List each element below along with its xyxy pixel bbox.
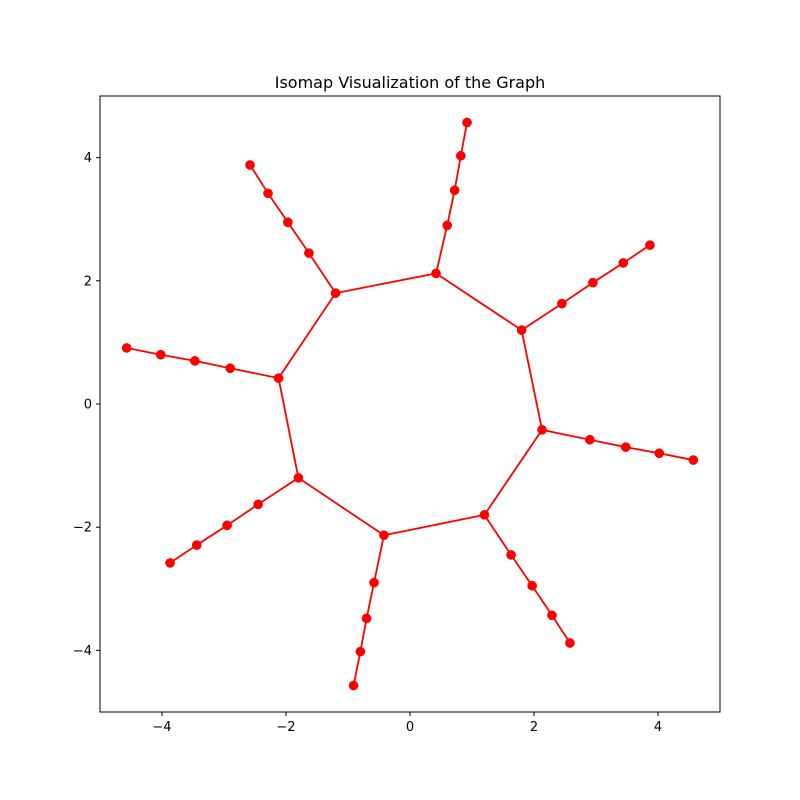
graph-node [645, 240, 655, 250]
graph-edge [520, 329, 543, 431]
x-tick-label: 4 [654, 720, 662, 735]
graph-edge [335, 272, 437, 295]
y-axis: −4 −2 0 2 4 [73, 151, 100, 659]
graph-edge [267, 192, 289, 223]
graph-edge [659, 452, 694, 461]
graph-edge [160, 353, 196, 362]
x-tick-label: 0 [406, 720, 414, 735]
graph-edge [196, 524, 228, 546]
graph-edge [308, 252, 337, 294]
graph-node [565, 638, 575, 648]
graph-edge [435, 225, 449, 274]
graph-edge [230, 367, 279, 380]
graph-node [348, 680, 359, 691]
graph-node [283, 217, 293, 228]
graph-edge [531, 585, 553, 616]
graph-edge [622, 244, 651, 264]
graph-edge [521, 302, 563, 331]
graph-edge [446, 190, 456, 226]
graph-node [361, 613, 372, 624]
graph-node [479, 510, 490, 520]
graph-node [557, 298, 567, 309]
graph-node [654, 448, 665, 459]
graph-edge [126, 347, 161, 356]
graph-edge [277, 377, 300, 479]
graph-node [293, 473, 304, 483]
graph-node [191, 540, 202, 550]
graph-edge [257, 477, 299, 506]
graph-node [516, 325, 527, 335]
chart-title: Isomap Visualization of the Graph [275, 73, 546, 92]
y-tick-label: 4 [84, 151, 92, 166]
graph-edge [625, 446, 660, 455]
graph-node [263, 188, 273, 199]
x-tick-label: −4 [152, 720, 171, 735]
graph-node [462, 117, 472, 128]
graph-node [355, 646, 366, 657]
graph-edge [297, 477, 385, 536]
graph-edges [126, 122, 694, 686]
graph-node [527, 580, 537, 591]
graph-node [688, 455, 699, 465]
graph-edge [277, 292, 337, 379]
x-tick-label: 2 [530, 720, 538, 735]
x-axis: −4 −2 0 2 4 [152, 712, 662, 735]
graph-node [253, 499, 263, 510]
graph-node [620, 442, 631, 452]
graph-nodes [121, 117, 699, 691]
graph-edge [194, 359, 231, 370]
graph-edge [592, 262, 624, 284]
x-tick-label: −2 [276, 720, 295, 735]
graph-edge [383, 513, 485, 537]
y-tick-label: 2 [84, 274, 92, 289]
graph-node [379, 530, 389, 541]
graph-node [225, 363, 236, 374]
graph-edge [453, 155, 462, 191]
graph-node [330, 288, 341, 298]
graph-node [222, 520, 232, 531]
graph-node [442, 220, 453, 231]
graph-edge [352, 651, 362, 686]
graph-edge [483, 514, 512, 556]
graph-node [155, 349, 166, 360]
graph-edge [589, 438, 626, 449]
graph-node [165, 558, 175, 568]
graph-node [537, 425, 547, 435]
graph-edge [561, 281, 594, 305]
graph-node [588, 277, 598, 288]
y-tick-label: −2 [73, 521, 92, 536]
graph-node [273, 373, 284, 383]
graph-node [618, 258, 629, 268]
graph-node [455, 150, 466, 161]
graph-node [190, 356, 200, 366]
graph-edge [249, 164, 269, 194]
y-tick-label: 0 [84, 398, 92, 413]
graph-edge [373, 535, 385, 583]
graph-edge [169, 544, 198, 564]
y-tick-label: −4 [73, 644, 92, 659]
plot-area [121, 117, 699, 691]
graph-node [449, 185, 460, 196]
graph-node [506, 550, 516, 560]
graph-edge [459, 122, 468, 156]
graph-node [121, 343, 132, 353]
graph-edge [551, 614, 571, 644]
graph-edge [287, 221, 310, 254]
graph-edge [226, 503, 259, 527]
graph-edge [359, 618, 368, 652]
graph-node [369, 577, 379, 588]
graph-edge [510, 554, 533, 587]
graph-edge [365, 582, 375, 619]
graph-node [584, 434, 595, 445]
graph-edge [483, 429, 543, 516]
graph-edge [541, 428, 590, 441]
graph-node [304, 248, 314, 258]
graph-node [431, 268, 441, 279]
axes-frame [99, 95, 721, 713]
graph-node [245, 160, 255, 170]
graph-edge [435, 272, 523, 331]
graph-node [547, 610, 557, 621]
